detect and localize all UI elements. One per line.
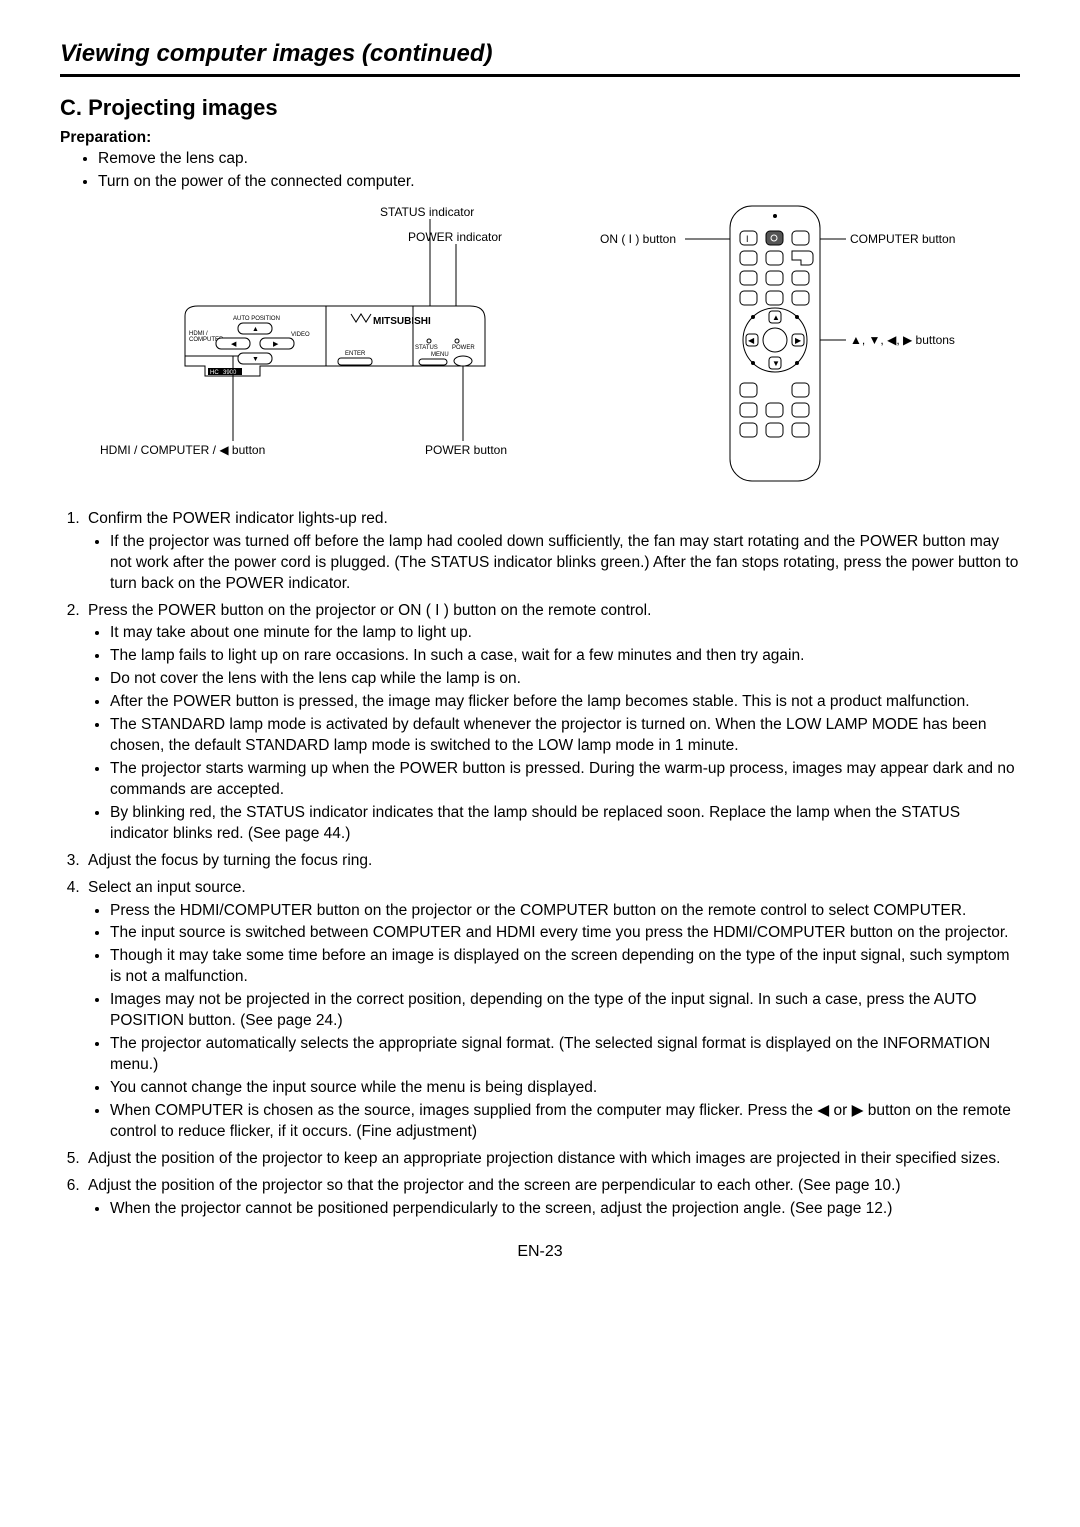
computer-button-label: COMPUTER button: [850, 232, 955, 246]
step-item: Adjust the position of the projector so …: [84, 1176, 1020, 1220]
remote-diagram: ON ( I ) button COMPUTER button ▲, ▼, ◀,…: [590, 201, 990, 491]
enter-label: ENTER: [345, 351, 366, 357]
list-item: Press the HDMI/COMPUTER button on the pr…: [110, 901, 1020, 922]
list-item: The STANDARD lamp mode is activated by d…: [110, 715, 1020, 757]
video-label: VIDEO: [291, 332, 310, 338]
power-button-label: POWER button: [425, 443, 507, 457]
arrow-buttons-label: ▲, ▼, ◀, ▶ buttons: [850, 333, 955, 347]
list-item: When the projector cannot be positioned …: [110, 1199, 1020, 1220]
svg-text:▶: ▶: [795, 336, 802, 345]
svg-text:▲: ▲: [772, 313, 780, 322]
list-item: Remove the lens cap.: [98, 149, 1020, 170]
list-item: Though it may take some time before an i…: [110, 946, 1020, 988]
list-item: It may take about one minute for the lam…: [110, 623, 1020, 644]
list-item: Images may not be projected in the corre…: [110, 990, 1020, 1032]
list-item: If the projector was turned off before t…: [110, 532, 1020, 595]
list-item: The projector automatically selects the …: [110, 1034, 1020, 1076]
step-item: Adjust the focus by turning the focus ri…: [84, 851, 1020, 872]
brand-label: MITSUBISHI: [373, 316, 431, 327]
list-item: You cannot change the input source while…: [110, 1078, 1020, 1099]
svg-text:3900: 3900: [223, 370, 237, 376]
menu-small: MENU: [431, 352, 449, 358]
list-item: When COMPUTER is chosen as the source, i…: [110, 1101, 1020, 1143]
status-small: STATUS: [415, 345, 438, 351]
list-item: The projector starts warming up when the…: [110, 759, 1020, 801]
step-item: Press the POWER button on the projector …: [84, 601, 1020, 845]
power-indicator-label: POWER indicator: [408, 230, 502, 244]
figure-row: STATUS indicator POWER indicator MITSUBI…: [60, 201, 1020, 491]
steps-list: Confirm the POWER indicator lights-up re…: [60, 509, 1020, 1220]
page-number: EN-23: [60, 1243, 1020, 1261]
list-item: The lamp fails to light up on rare occas…: [110, 646, 1020, 667]
status-indicator-label: STATUS indicator: [380, 205, 474, 219]
svg-text:◀: ◀: [231, 341, 237, 348]
on-button-label: ON ( I ) button: [600, 232, 676, 246]
svg-text:▲: ▲: [252, 326, 259, 333]
list-item: Turn on the power of the connected compu…: [98, 172, 1020, 193]
step-item: Confirm the POWER indicator lights-up re…: [84, 509, 1020, 595]
auto-pos: AUTO POSITION: [233, 316, 280, 322]
svg-text:◀: ◀: [748, 336, 755, 345]
list-item: By blinking red, the STATUS indicator in…: [110, 803, 1020, 845]
power-small: POWER: [452, 345, 475, 351]
section-title: C. Projecting images: [60, 95, 1020, 121]
step-item: Adjust the position of the projector to …: [84, 1149, 1020, 1170]
preparation-label: Preparation:: [60, 129, 1020, 147]
preparation-list: Remove the lens cap.Turn on the power of…: [60, 149, 1020, 193]
list-item: Do not cover the lens with the lens cap …: [110, 669, 1020, 690]
svg-text:▼: ▼: [772, 359, 780, 368]
svg-text:I: I: [746, 234, 749, 244]
model-label: HC: [210, 370, 219, 376]
list-item: After the POWER button is pressed, the i…: [110, 692, 1020, 713]
step-item: Select an input source.Press the HDMI/CO…: [84, 878, 1020, 1143]
svg-text:▶: ▶: [273, 341, 279, 348]
svg-text:▼: ▼: [252, 356, 259, 363]
list-item: The input source is switched between COM…: [110, 923, 1020, 944]
hdmi-comp-button-label: HDMI / COMPUTER / ◀ button: [100, 443, 265, 457]
projector-diagram: STATUS indicator POWER indicator MITSUBI…: [90, 201, 530, 461]
breadcrumb: Viewing computer images (continued): [60, 40, 1020, 77]
